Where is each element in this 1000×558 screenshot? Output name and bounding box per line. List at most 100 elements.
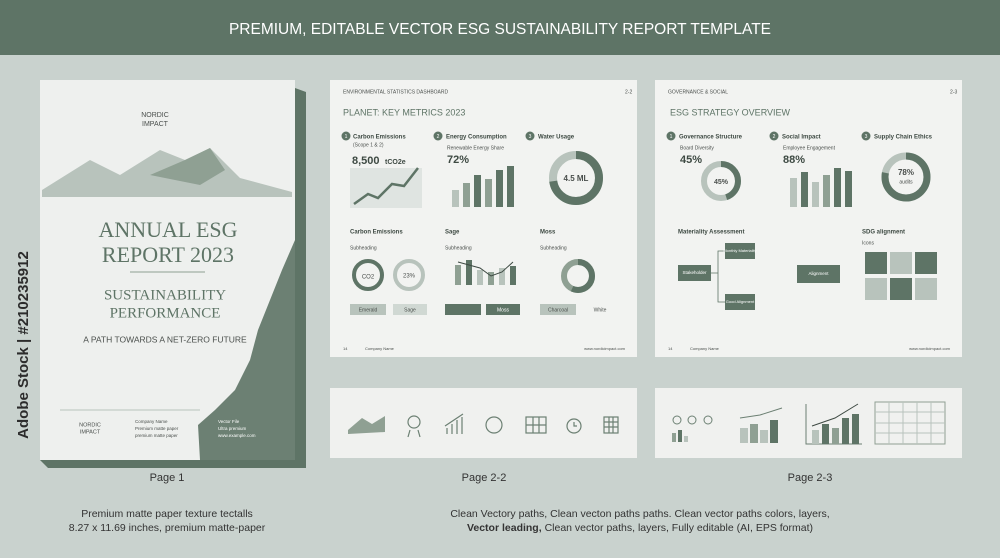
caption: 8.27 x 11.69 inches, premium matte-paper [69, 522, 266, 534]
footer: 14 [343, 346, 348, 351]
donut [561, 259, 595, 293]
footer: www.nordicimpact.com [584, 346, 626, 351]
bars [790, 168, 852, 207]
chart-bg [350, 168, 422, 208]
mountains [150, 148, 225, 185]
badge-num: 2 [773, 134, 776, 140]
badge-num: 3 [529, 134, 532, 140]
metric-value: 8,500 [352, 155, 380, 167]
node [797, 265, 840, 283]
watermark: Adobe Stock | #210235912 [15, 251, 32, 439]
donut [881, 152, 931, 202]
cover-footer-brand: IMPACT [80, 429, 101, 435]
cover-footer-text: premium matte paper [135, 433, 178, 438]
metric-title: Carbon Emissions [353, 135, 406, 141]
banner [0, 0, 1000, 55]
page-gov [655, 80, 962, 357]
metric-value: 88% [783, 154, 805, 166]
donut-label: 78% [898, 168, 914, 177]
section-sub: Subheading [540, 245, 567, 251]
donut [393, 259, 425, 291]
footer: Company Name [365, 346, 395, 351]
node-label: Monthly Materiality [723, 248, 756, 253]
metric-title: Social Impact [782, 135, 821, 141]
caption: Premium matte paper texture tectalls [81, 508, 253, 520]
bars [455, 260, 516, 285]
badge [341, 131, 351, 141]
badge-num: 1 [345, 134, 348, 140]
section-sub: Icons [862, 240, 874, 246]
cover-subtitle: PERFORMANCE [110, 305, 221, 321]
metric-title: Governance Structure [679, 135, 743, 141]
metric-title: Water Usage [538, 135, 575, 141]
section-title: Materiality Assessment [678, 230, 744, 236]
page-header: ENVIRONMENTAL STATISTICS DASHBOARD [343, 89, 448, 95]
node [725, 243, 755, 259]
badge-num: 2 [437, 134, 440, 140]
donut-label: 45% [714, 179, 729, 186]
swatch-label: White [594, 307, 607, 313]
footer: www.nordicimpact.com [909, 346, 951, 351]
metric-value: 72% [447, 154, 469, 166]
donut-label: 4.5 ML [564, 174, 589, 183]
trend [457, 261, 514, 277]
section-title: Carbon Emissions [350, 230, 403, 236]
donut-label: audits [899, 179, 913, 185]
cover-title: REPORT 2023 [102, 242, 234, 267]
swatch-label: Charcoal [548, 307, 568, 313]
donut-label: CO2 [362, 275, 375, 281]
cover-brand: NORDIC [141, 112, 169, 119]
metric-unit: tCO2e [385, 159, 406, 166]
swatch [486, 304, 520, 315]
cover-footer-text: www.example.com [218, 433, 256, 438]
donut [352, 259, 384, 291]
donut [701, 161, 741, 201]
caption: Clean Vectory paths, Clean vecton paths … [450, 508, 829, 520]
swatch [540, 304, 576, 315]
caption-bold: Vector leading, [467, 522, 542, 534]
footer: 14 [668, 346, 673, 351]
cover-footer-text: Ultra premium [218, 426, 247, 431]
donut [549, 151, 603, 205]
caption-part: Clean vector paths, layers, Fully editab… [545, 522, 813, 534]
metric-title: Supply Chain Ethics [874, 135, 933, 141]
swatch [445, 304, 481, 315]
node-label: Stakeholder [682, 270, 707, 275]
cliff [198, 240, 295, 460]
icons [672, 401, 946, 445]
node-label: Alignment [808, 271, 829, 276]
node-label: Good Alignment [726, 299, 755, 304]
cover-title: ANNUAL ESG [98, 217, 237, 242]
page-number: 2-2 [625, 89, 632, 95]
badge [525, 131, 535, 141]
section-sub: Subheading [350, 245, 377, 251]
metric-sub: Renewable Energy Share [447, 145, 504, 151]
section-title: Sage [445, 230, 460, 236]
metric-sub: Board Diversity [680, 145, 714, 151]
cover-brand: IMPACT [142, 121, 169, 128]
metric-sub: Employee Engagement [783, 145, 836, 151]
badge-num: 1 [670, 134, 673, 140]
cover-footer-brand: NORDIC [79, 422, 101, 428]
badge [769, 131, 779, 141]
swatch-label: Moss [497, 307, 509, 313]
icons [348, 413, 619, 438]
swatch-label: Emerald [359, 307, 378, 313]
swatch [350, 304, 386, 315]
caption: Vector leading, Clean vector paths, laye… [467, 522, 813, 534]
page-title: ESG STRATEGY OVERVIEW [670, 107, 791, 117]
page-title: PLANET: KEY METRICS 2023 [343, 107, 465, 117]
section-sub: Subheading [445, 245, 472, 251]
section-title: Moss [540, 230, 556, 236]
badge [861, 131, 871, 141]
page-label: Page 1 [150, 472, 185, 484]
cover-tagline: A PATH TOWARDS A NET-ZERO FUTURE [83, 334, 247, 344]
trend [353, 167, 419, 206]
badge [433, 131, 443, 141]
badge [666, 131, 676, 141]
page-header: GOVERNANCE & SOCIAL [668, 89, 728, 95]
cover-footer-text: Company Name [135, 419, 168, 424]
donut-label: 23% [403, 274, 416, 280]
badge-num: 3 [865, 134, 868, 140]
